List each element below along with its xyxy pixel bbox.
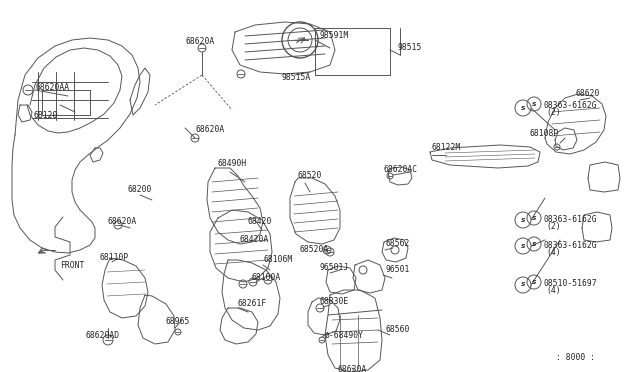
Text: : 8000 :: : 8000 :	[556, 353, 595, 362]
Text: FRONT: FRONT	[60, 260, 84, 269]
Text: 68630A: 68630A	[338, 366, 367, 372]
Text: 68122M: 68122M	[432, 144, 461, 153]
Text: S: S	[532, 102, 536, 106]
Text: 98515A: 98515A	[282, 73, 311, 81]
Text: 68620AA: 68620AA	[35, 83, 69, 92]
Text: 08363-6162G: 08363-6162G	[544, 100, 598, 109]
Text: 08363-6162G: 08363-6162G	[544, 215, 598, 224]
Text: 68200: 68200	[128, 186, 152, 195]
Text: S: S	[532, 279, 536, 285]
Text: 08363-6162G: 08363-6162G	[544, 241, 598, 250]
Text: 68106M: 68106M	[263, 256, 292, 264]
Text: 68830E: 68830E	[320, 298, 349, 307]
Text: 68620AC: 68620AC	[383, 166, 417, 174]
Text: 68100A: 68100A	[252, 273, 281, 282]
Text: 68108P: 68108P	[530, 129, 559, 138]
Text: (2): (2)	[546, 108, 561, 116]
Text: 68110P: 68110P	[100, 253, 129, 263]
Text: S: S	[521, 106, 525, 110]
Text: 68965: 68965	[165, 317, 189, 327]
Text: S: S	[532, 241, 536, 247]
Text: 68520A: 68520A	[300, 246, 329, 254]
Text: S: S	[521, 282, 525, 288]
Text: S: S	[521, 244, 525, 248]
Text: 68420: 68420	[248, 218, 273, 227]
Text: 68620A: 68620A	[195, 125, 224, 135]
Text: (4): (4)	[546, 247, 561, 257]
Text: 98515: 98515	[398, 44, 422, 52]
Text: 68562: 68562	[385, 240, 410, 248]
Text: S: S	[521, 218, 525, 222]
Text: ø-68490Y: ø-68490Y	[325, 330, 364, 340]
Text: S: S	[532, 215, 536, 221]
Text: 08510-51697: 08510-51697	[544, 279, 598, 288]
Text: 96501: 96501	[385, 266, 410, 275]
Text: 68261F: 68261F	[238, 299, 268, 308]
Text: 96501J: 96501J	[320, 263, 349, 273]
Text: 68620A: 68620A	[185, 38, 214, 46]
Text: (2): (2)	[546, 221, 561, 231]
Text: 68620: 68620	[576, 90, 600, 99]
Text: 68420A: 68420A	[240, 235, 269, 244]
Text: 68520: 68520	[298, 170, 323, 180]
Text: 68620AD: 68620AD	[85, 330, 119, 340]
Text: 68560: 68560	[385, 326, 410, 334]
Text: (4): (4)	[546, 285, 561, 295]
Text: 68120: 68120	[33, 110, 58, 119]
Text: 68620A: 68620A	[108, 218, 137, 227]
Text: 98591M: 98591M	[320, 32, 349, 41]
Text: 68490H: 68490H	[218, 160, 247, 169]
